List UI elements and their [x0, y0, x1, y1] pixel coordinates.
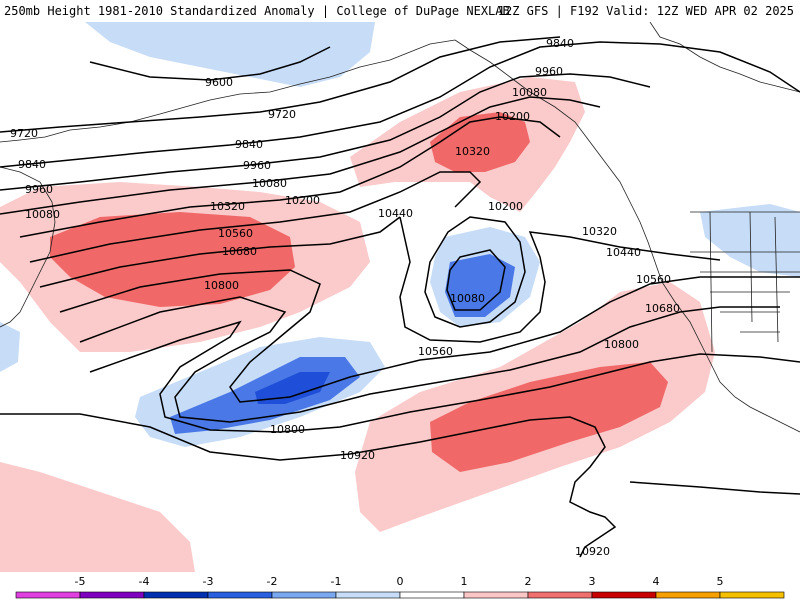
contour-10920 — [0, 413, 617, 558]
colorbar-box — [143, 591, 209, 599]
contour-label: 9840 — [546, 37, 574, 50]
contour-label: 9960 — [243, 159, 271, 172]
contour-label: 10200 — [285, 194, 320, 207]
contour-label: 10200 — [488, 200, 523, 213]
colorbar-tick-label: 3 — [589, 575, 596, 588]
colorbar-box — [79, 591, 145, 599]
colorbar-tick-label: 0 — [397, 575, 404, 588]
contour-10320 — [29, 171, 482, 263]
colorbar-box — [527, 591, 593, 599]
colorbar-box — [719, 591, 785, 599]
contour-label: 10920 — [575, 545, 610, 558]
positive-anomaly-region — [0, 462, 195, 572]
contour-10080 — [0, 96, 601, 215]
map-header: 250mb Height 1981-2010 Standardized Anom… — [0, 0, 800, 22]
contour-10200-low — [424, 216, 526, 328]
height-anomaly-map: 9600 9720 9720 9840 9840 9840 9960 9960 … — [0, 22, 800, 572]
negative-anomaly-core — [255, 372, 330, 404]
contour-label: 10080 — [450, 292, 485, 305]
colorbar-box — [591, 591, 657, 599]
contour-label: 10440 — [606, 246, 641, 259]
contour-label: 9720 — [268, 108, 296, 121]
contour-label: 10320 — [455, 145, 490, 158]
contour-label: 10800 — [270, 423, 305, 436]
contour-9960 — [0, 73, 651, 191]
contour-10680 — [79, 296, 780, 423]
contour-label: 10080 — [512, 86, 547, 99]
colorbar-tick-label: 2 — [525, 575, 532, 588]
contour-10800 — [89, 320, 800, 433]
colorbar-box — [207, 591, 273, 599]
contour-label: 10560 — [418, 345, 453, 358]
positive-anomaly-core — [50, 212, 295, 307]
contour-10440-b — [399, 216, 721, 343]
colorbar-box — [15, 591, 81, 599]
coastlines — [0, 22, 800, 433]
contour-10080-low — [446, 249, 506, 311]
contour-10920-tail — [629, 481, 800, 495]
colorbar-boxes — [15, 591, 785, 599]
contour-label: 9840 — [235, 138, 263, 151]
positive-anomaly-core — [430, 112, 530, 172]
contour-10440-a — [39, 216, 401, 288]
colorbar-tick-label: 5 — [717, 575, 724, 588]
contour-9840 — [0, 41, 800, 168]
colorbar-tick-label: -5 — [75, 575, 86, 588]
positive-anomaly-core — [430, 362, 668, 472]
map-title: 250mb Height 1981-2010 Standardized Anom… — [4, 4, 510, 18]
contour-label: 10320 — [210, 200, 245, 213]
contour-9720 — [0, 36, 561, 133]
contour-label: 9960 — [25, 183, 53, 196]
contour-label: 10080 — [252, 177, 287, 190]
contour-label: 10200 — [495, 110, 530, 123]
colorbar-tick-label: -3 — [203, 575, 214, 588]
contour-label: 9840 — [18, 158, 46, 171]
colorbar-box — [655, 591, 721, 599]
height-contours — [0, 36, 800, 558]
contour-label: 10680 — [222, 245, 257, 258]
contour-label: 10920 — [340, 449, 375, 462]
contour-label: 9600 — [205, 76, 233, 89]
colorbar-box — [335, 591, 401, 599]
contour-label: 9720 — [10, 127, 38, 140]
contour-label: 10800 — [204, 279, 239, 292]
colorbar-box — [463, 591, 529, 599]
colorbar-tick-label: 1 — [461, 575, 468, 588]
negative-anomaly-region — [85, 22, 375, 87]
contour-label: 10320 — [582, 225, 617, 238]
contour-label: 10440 — [378, 207, 413, 220]
contour-label: 10560 — [636, 273, 671, 286]
colorbar-tick-label: -2 — [267, 575, 278, 588]
contour-label: 9960 — [535, 65, 563, 78]
negative-anomaly-region — [0, 322, 20, 372]
contour-9600 — [89, 46, 331, 81]
colorbar-box — [399, 591, 465, 599]
colorbar-box — [271, 591, 337, 599]
negative-anomaly-core — [445, 254, 515, 317]
contour-10560 — [59, 269, 800, 403]
contour-label: 10080 — [25, 208, 60, 221]
contour-label: 10560 — [218, 227, 253, 240]
colorbar-tick-label: -1 — [331, 575, 342, 588]
colorbar-tick-label: -4 — [139, 575, 150, 588]
contour-10200 — [19, 116, 561, 238]
colorbar-tick-labels: -5 -4 -3 -2 -1 0 1 2 3 4 5 — [75, 575, 724, 588]
model-run-info: 12Z GFS | F192 Valid: 12Z WED APR 02 202… — [497, 4, 794, 18]
contour-labels: 9600 9720 9720 9840 9840 9840 9960 9960 … — [10, 37, 680, 558]
colorbar-tick-label: 4 — [653, 575, 660, 588]
contour-label: 10680 — [645, 302, 680, 315]
colorbar-legend: -5 -4 -3 -2 -1 0 1 2 3 4 5 — [15, 575, 785, 599]
contour-label: 10800 — [604, 338, 639, 351]
